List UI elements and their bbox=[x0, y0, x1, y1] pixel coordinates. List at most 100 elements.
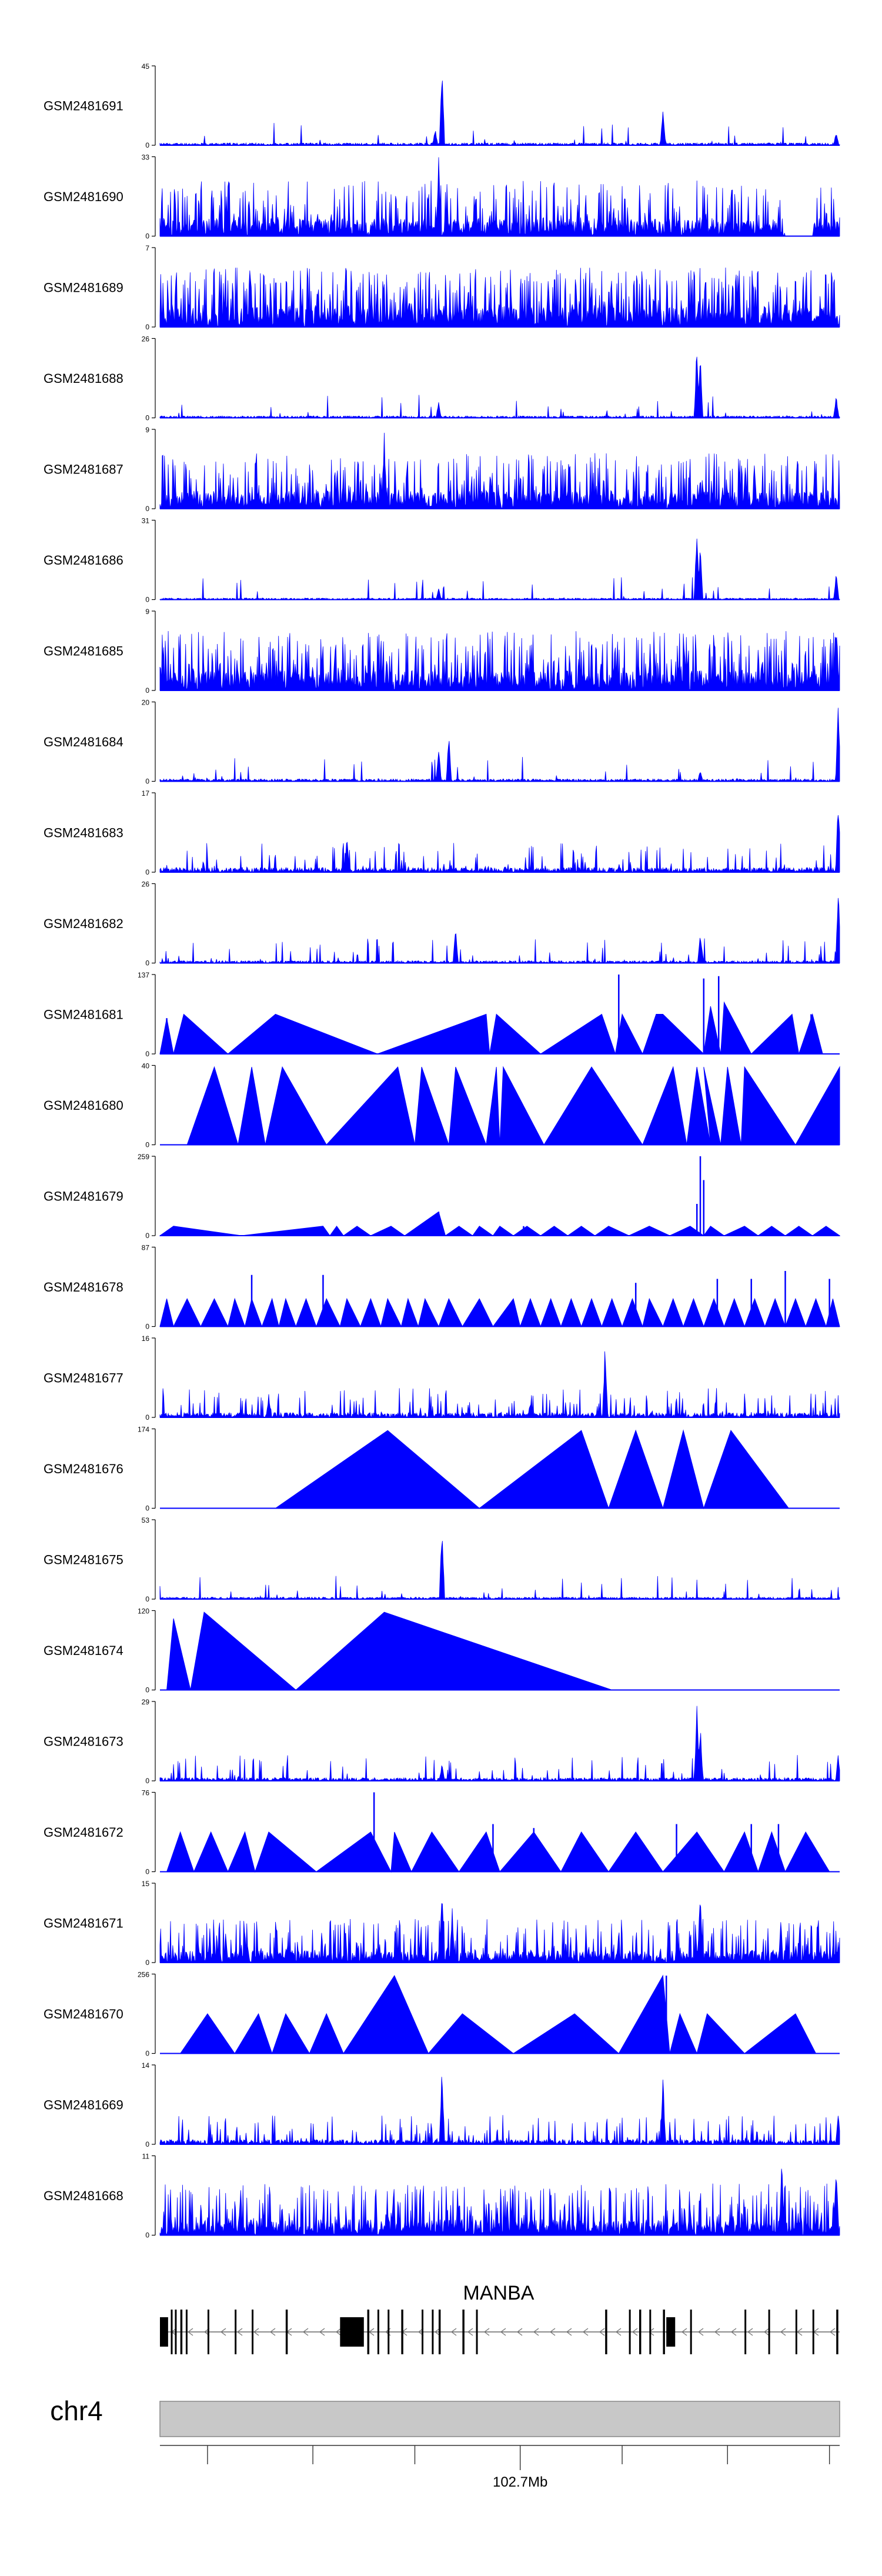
track-label: GSM2481679 bbox=[44, 1189, 123, 1204]
y-max-label: 9 bbox=[145, 608, 149, 616]
chromosome-name: chr4 bbox=[50, 2395, 102, 2426]
y-min-label: 0 bbox=[145, 596, 149, 604]
track: GSM2481670 256 0 bbox=[44, 1971, 840, 2058]
coverage-area bbox=[159, 1211, 841, 1236]
strand-arrow-icon bbox=[533, 2328, 539, 2336]
exon bbox=[207, 2310, 209, 2354]
strand-arrow-icon bbox=[747, 2328, 753, 2336]
y-max-label: 7 bbox=[145, 244, 149, 252]
strand-arrow-icon bbox=[780, 2328, 786, 2336]
track-label: GSM2481683 bbox=[44, 826, 123, 840]
y-min-label: 0 bbox=[145, 959, 149, 967]
y-min-label: 0 bbox=[145, 323, 149, 331]
exon bbox=[171, 2310, 173, 2354]
exon bbox=[340, 2317, 364, 2347]
coverage-area bbox=[159, 157, 840, 237]
strand-arrow-icon bbox=[615, 2328, 622, 2336]
strand-arrow-icon bbox=[500, 2328, 506, 2336]
y-max-label: 16 bbox=[142, 1334, 150, 1343]
exon bbox=[649, 2310, 652, 2354]
gene-name: MANBA bbox=[463, 2282, 534, 2304]
strand-arrow-icon bbox=[599, 2328, 605, 2336]
y-max-label: 120 bbox=[138, 1607, 149, 1616]
coverage-area bbox=[159, 1540, 840, 1600]
track-label: GSM2481682 bbox=[44, 916, 123, 931]
track: GSM2481685 9 0 bbox=[44, 608, 840, 695]
y-min-label: 0 bbox=[145, 1323, 149, 1331]
strand-arrow-icon bbox=[467, 2328, 473, 2336]
y-min-label: 0 bbox=[145, 1777, 149, 1785]
exon bbox=[180, 2310, 183, 2354]
exon bbox=[629, 2310, 631, 2354]
coverage-area bbox=[186, 1066, 840, 1146]
y-min-label: 0 bbox=[145, 505, 149, 513]
y-max-label: 14 bbox=[142, 2061, 150, 2070]
y-max-label: 9 bbox=[145, 426, 149, 434]
exon bbox=[160, 2317, 168, 2347]
exon bbox=[476, 2310, 478, 2354]
y-max-label: 26 bbox=[142, 335, 150, 343]
track-label: GSM2481678 bbox=[44, 1280, 123, 1294]
strand-arrow-icon bbox=[796, 2328, 803, 2336]
y-max-label: 11 bbox=[142, 2153, 150, 2161]
track-label: GSM2481677 bbox=[44, 1371, 123, 1386]
exon bbox=[175, 2310, 177, 2354]
track: GSM2481691 45 0 bbox=[44, 62, 840, 149]
strand-arrow-icon bbox=[319, 2328, 325, 2336]
strand-arrow-icon bbox=[450, 2328, 457, 2336]
exon bbox=[438, 2310, 441, 2354]
y-max-label: 26 bbox=[142, 880, 150, 889]
track: GSM2481676 174 0 bbox=[44, 1426, 840, 1513]
exon bbox=[387, 2310, 390, 2354]
coverage-area bbox=[159, 267, 840, 328]
y-max-label: 29 bbox=[142, 1698, 150, 1706]
y-max-label: 53 bbox=[142, 1516, 150, 1524]
axis-tick-label: 102.7Mb bbox=[493, 2474, 547, 2490]
strand-arrow-icon bbox=[269, 2328, 276, 2336]
y-max-label: 40 bbox=[142, 1062, 150, 1070]
coverage-area bbox=[159, 2168, 840, 2236]
y-min-label: 0 bbox=[145, 414, 149, 422]
strand-arrow-icon bbox=[714, 2328, 720, 2336]
y-max-label: 87 bbox=[142, 1244, 150, 1252]
coverage-area bbox=[159, 2077, 840, 2145]
exon bbox=[690, 2310, 692, 2354]
coverage-area bbox=[159, 1351, 840, 1419]
exon bbox=[252, 2310, 254, 2354]
strand-arrow-icon bbox=[220, 2328, 226, 2336]
strand-arrow-icon bbox=[566, 2328, 572, 2336]
coverage-area bbox=[159, 356, 840, 419]
track-label: GSM2481668 bbox=[44, 2188, 123, 2203]
exon bbox=[795, 2310, 797, 2354]
strand-arrow-icon bbox=[648, 2328, 654, 2336]
track-label: GSM2481674 bbox=[44, 1643, 123, 1658]
track-label: GSM2481673 bbox=[44, 1734, 123, 1749]
y-max-label: 20 bbox=[142, 699, 150, 707]
track: GSM2481674 120 0 bbox=[44, 1607, 840, 1694]
track-label: GSM2481669 bbox=[44, 2098, 123, 2113]
exon bbox=[836, 2310, 838, 2354]
y-max-label: 45 bbox=[142, 62, 150, 71]
track: GSM2481689 7 0 bbox=[44, 244, 840, 331]
strand-arrow-icon bbox=[763, 2328, 770, 2336]
strand-arrow-icon bbox=[549, 2328, 556, 2336]
coverage-area bbox=[159, 708, 840, 782]
y-max-label: 33 bbox=[142, 154, 150, 162]
chromosome-band bbox=[159, 2401, 840, 2437]
position-axis bbox=[160, 2445, 840, 2470]
y-min-label: 0 bbox=[145, 2050, 149, 2058]
track: GSM2481680 40 0 bbox=[44, 1062, 840, 1149]
strand-arrow-icon bbox=[632, 2328, 638, 2336]
exon bbox=[639, 2310, 642, 2354]
track-label: GSM2481687 bbox=[44, 462, 123, 477]
coverage-area bbox=[159, 1297, 840, 1328]
track: GSM2481669 14 0 bbox=[44, 2061, 840, 2148]
track-label: GSM2481689 bbox=[44, 281, 123, 295]
strand-arrow-icon bbox=[730, 2328, 737, 2336]
coverage-area bbox=[159, 1001, 823, 1055]
y-max-label: 137 bbox=[138, 971, 149, 979]
y-min-label: 0 bbox=[145, 1868, 149, 1876]
exon bbox=[744, 2310, 747, 2354]
y-max-label: 256 bbox=[138, 1971, 149, 1979]
track-label: GSM2481672 bbox=[44, 1825, 123, 1840]
